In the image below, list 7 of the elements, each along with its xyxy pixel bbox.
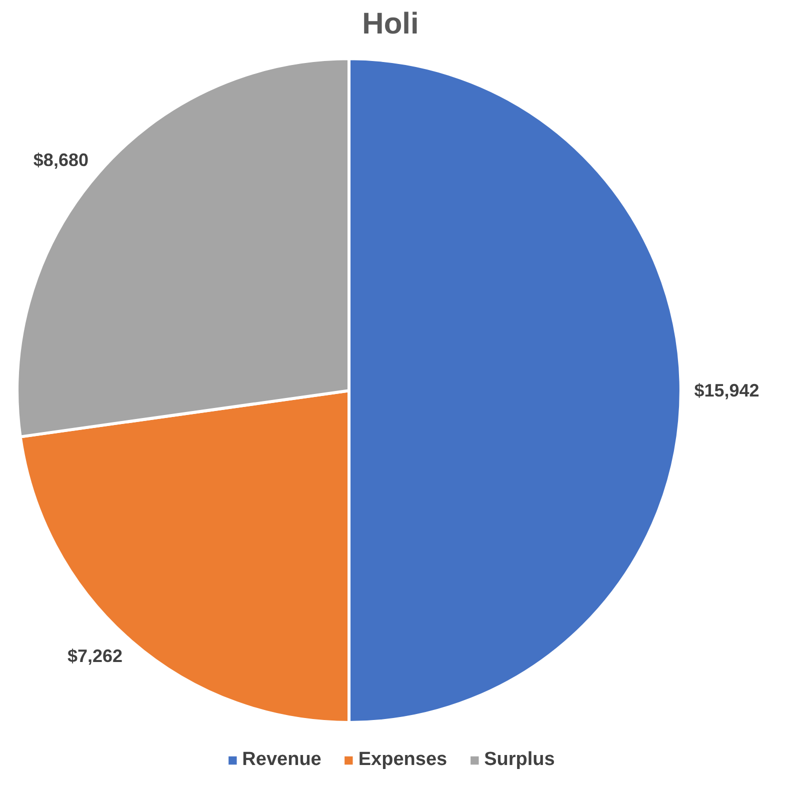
legend-label: Expenses	[358, 749, 448, 771]
data-label: $15,942	[694, 380, 760, 401]
chart-title: Holi	[362, 8, 419, 40]
legend-label: Surplus	[484, 749, 555, 771]
data-label: $7,262	[68, 646, 123, 666]
legend-label: Revenue	[242, 749, 322, 771]
data-label: $8,680	[33, 150, 88, 170]
